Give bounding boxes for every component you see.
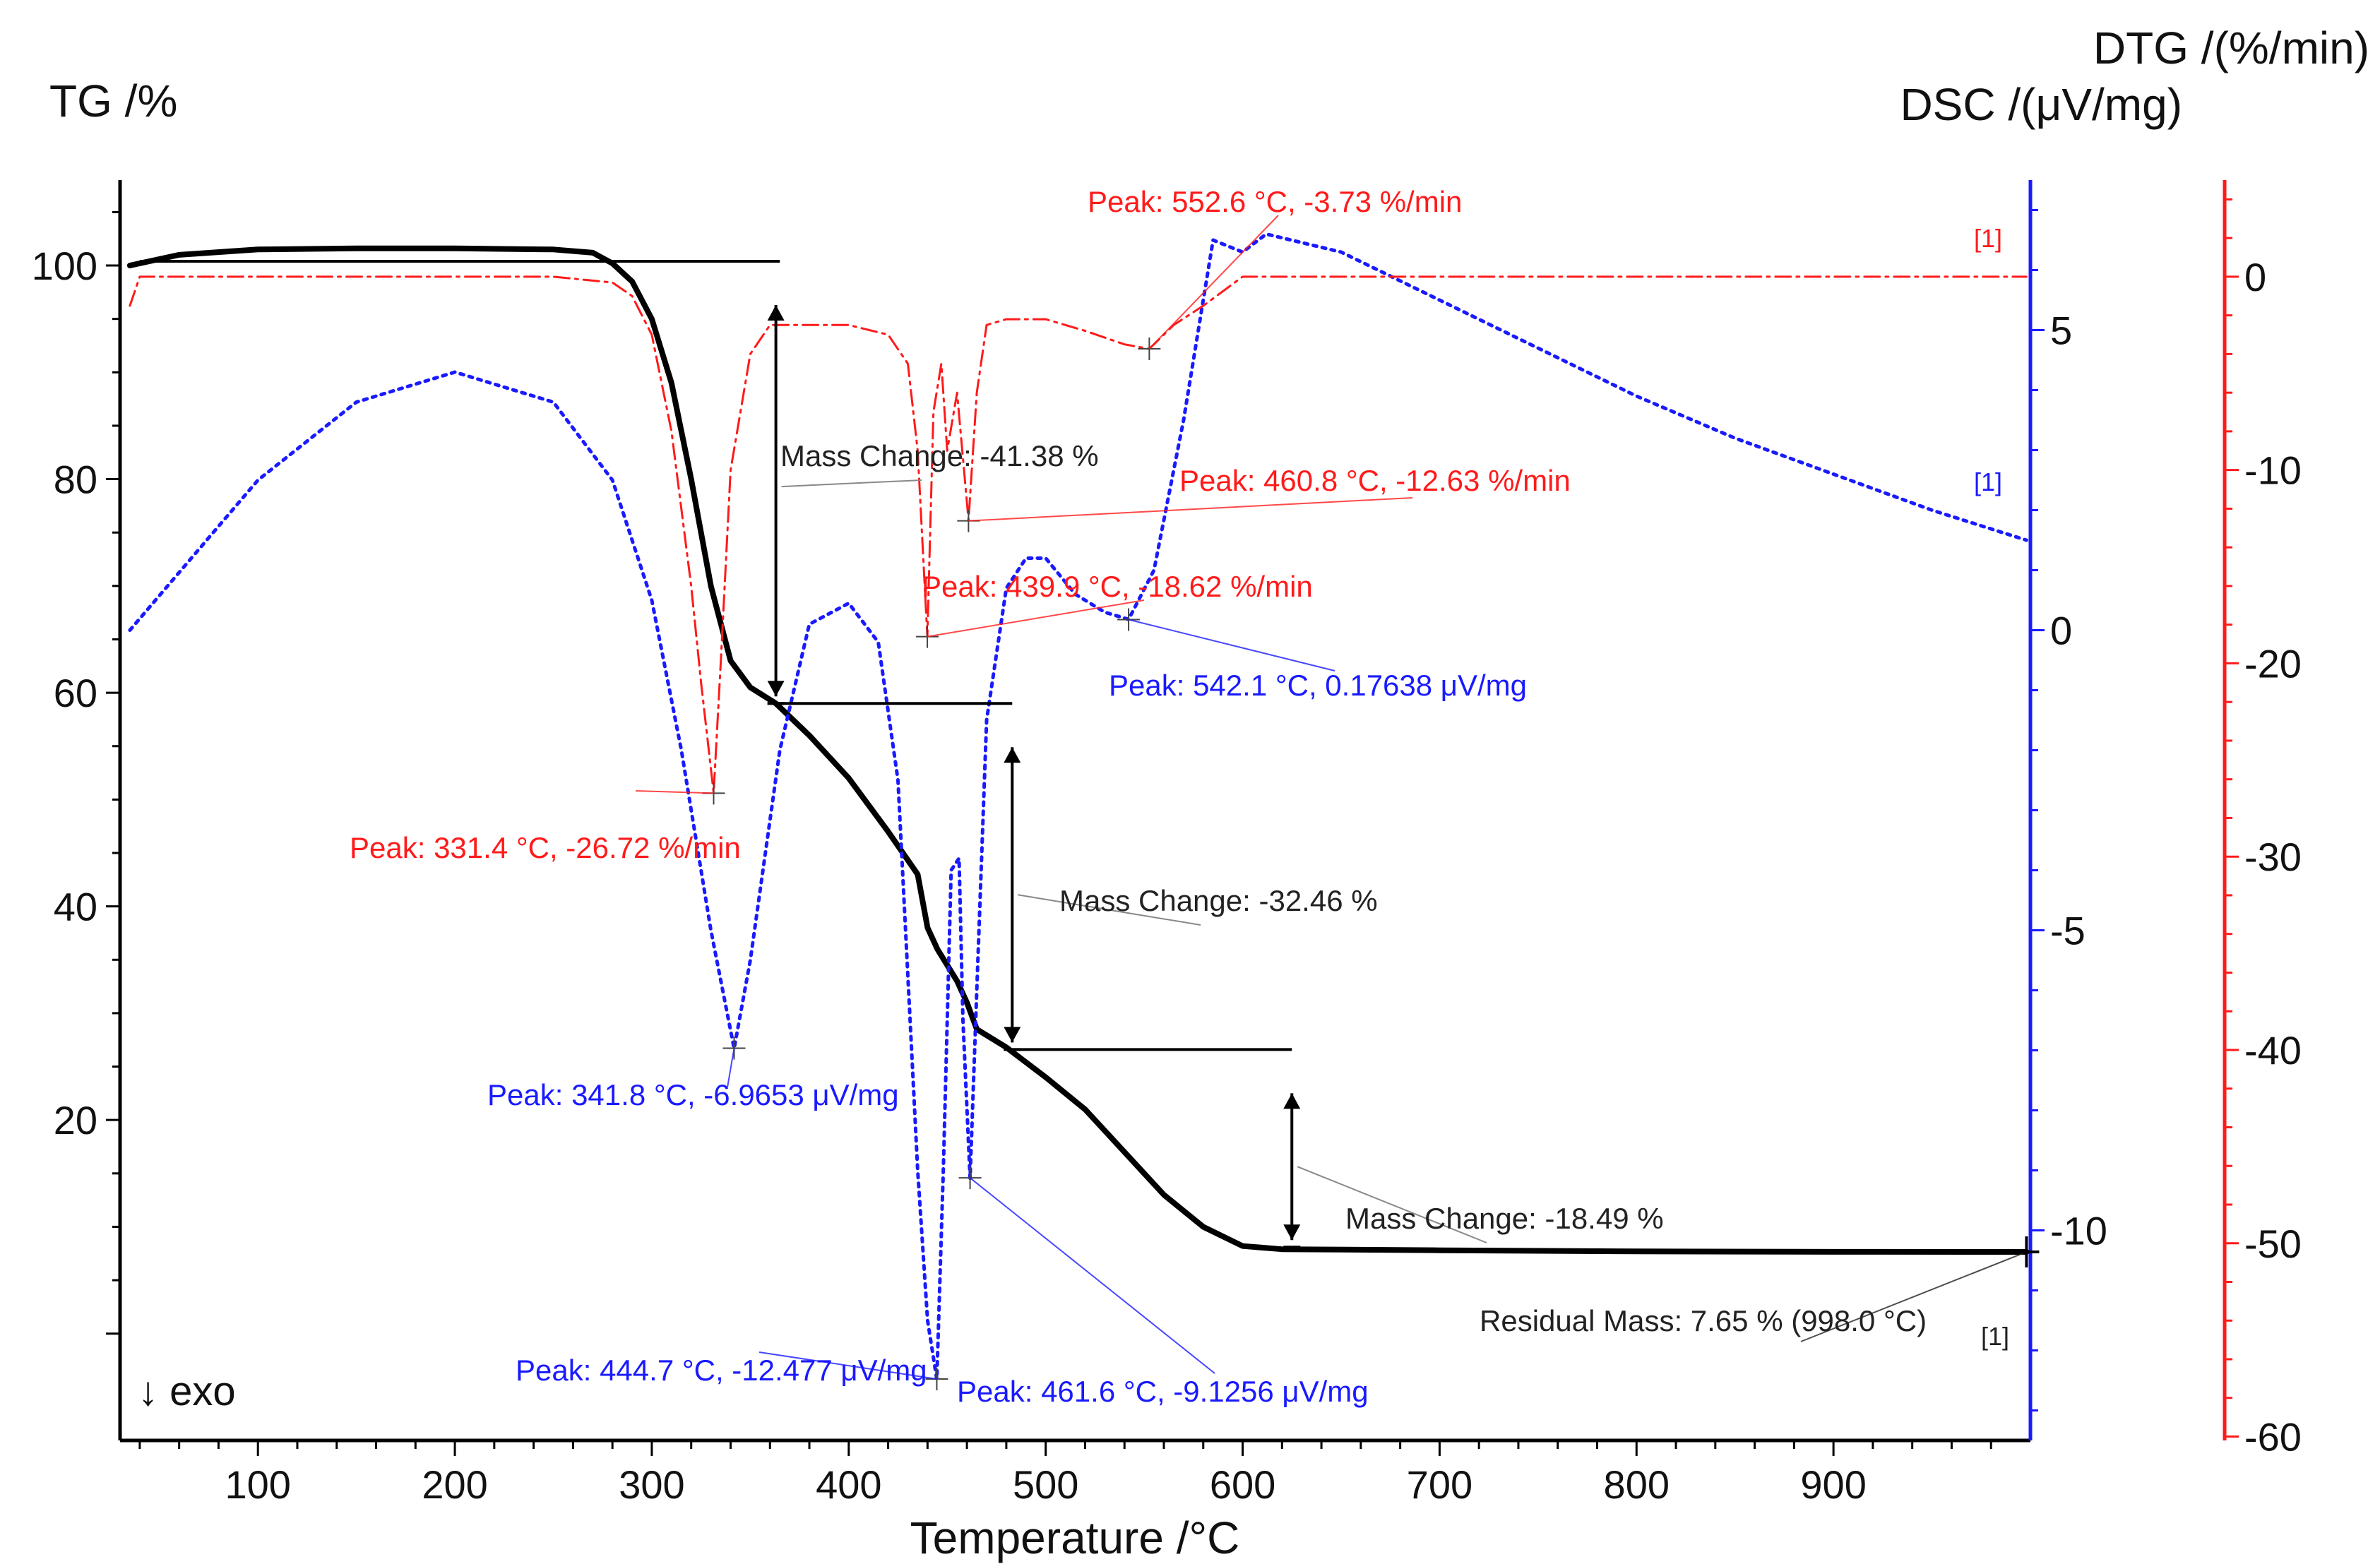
tg-tick-label: 100 bbox=[32, 244, 97, 288]
mass-change-markers: Mass Change: -41.38 % Mass Change: -32.46… bbox=[139, 259, 1664, 1249]
tg-tick-label: 60 bbox=[54, 671, 97, 715]
dsc-axis-title: DSC /(μV/mg) bbox=[1900, 79, 2182, 130]
peak-label: Peak: 552.6 °C, -3.73 %/min bbox=[1088, 185, 1462, 218]
dtg-tick-label: -40 bbox=[2244, 1028, 2302, 1073]
peak-leader bbox=[969, 1177, 1215, 1374]
series-lines bbox=[126, 232, 2030, 1381]
mass-change-leader bbox=[781, 479, 922, 488]
tg-tick-label: 40 bbox=[54, 885, 97, 929]
mass-change-leader bbox=[1297, 1166, 1487, 1243]
dtg-tick-label: -10 bbox=[2244, 448, 2302, 493]
annotations: Peak: 552.6 °C, -3.73 %/min Peak: 460.8 °… bbox=[350, 185, 2040, 1408]
x-tick-label: 900 bbox=[1800, 1462, 1866, 1507]
series-dtg-line bbox=[129, 275, 2028, 794]
peak-label: Peak: 439.9 °C, -18.62 %/min bbox=[922, 570, 1313, 603]
dtg-axis-title: DTG /(%/min) bbox=[2093, 23, 2369, 73]
x-tick-label: 700 bbox=[1407, 1462, 1472, 1507]
tg-axis-title: TG /% bbox=[49, 76, 177, 126]
mass-change-arrow-head bbox=[1283, 1224, 1301, 1241]
series-tag: [1] bbox=[1974, 224, 2002, 253]
mass-change-label: Mass Change: -18.49 % bbox=[1345, 1202, 1664, 1235]
x-tick-label: 400 bbox=[816, 1462, 881, 1507]
x-axis-title: Temperature /°C bbox=[910, 1512, 1240, 1563]
mass-change-arrow-head bbox=[767, 681, 785, 697]
mass-change-arrow-head bbox=[767, 304, 785, 321]
peak-leader bbox=[635, 790, 714, 794]
dsc-tick-label: 0 bbox=[2050, 609, 2072, 653]
peak-leader bbox=[1128, 619, 1335, 671]
mass-change-arrow-head bbox=[1004, 1027, 1021, 1043]
series-tag: [1] bbox=[1981, 1322, 2009, 1351]
exo-label: ↓ exo bbox=[138, 1368, 236, 1414]
dsc-tick-label: 5 bbox=[2050, 309, 2072, 353]
peak-leader bbox=[968, 497, 1413, 522]
mass-change-arrow-head bbox=[1004, 747, 1021, 763]
dtg-tick-label: 0 bbox=[2244, 255, 2266, 299]
peak-label: Residual Mass: 7.65 % (998.0 °C) bbox=[1480, 1304, 1927, 1337]
x-tick-label: 500 bbox=[1013, 1462, 1078, 1507]
dsc-tick-label: -5 bbox=[2050, 909, 2086, 953]
tg-tick-label: 80 bbox=[54, 458, 97, 502]
peak-leader bbox=[727, 1048, 735, 1088]
peak-label: Peak: 341.8 °C, -6.9653 μV/mg bbox=[487, 1078, 899, 1111]
peak-label: Peak: 542.1 °C, 0.17638 μV/mg bbox=[1109, 669, 1527, 702]
peak-label: Peak: 461.6 °C, -9.1256 μV/mg bbox=[957, 1375, 1369, 1408]
tg-tick-label: 20 bbox=[54, 1098, 97, 1142]
x-tick-label: 800 bbox=[1604, 1462, 1670, 1507]
x-tick-label: 300 bbox=[619, 1462, 684, 1507]
series-tag: [1] bbox=[1974, 467, 2002, 496]
series-tg-line bbox=[126, 245, 2030, 1255]
x-tick-label: 600 bbox=[1210, 1462, 1275, 1507]
axes: 100 200 300 400 500 600 700 800 9002040608010050… bbox=[32, 180, 2302, 1507]
x-tick-label: 100 bbox=[225, 1462, 290, 1507]
series-dsc-line bbox=[128, 232, 2028, 1381]
peak-label: Peak: 444.7 °C, -12.477 μV/mg bbox=[516, 1354, 927, 1387]
mass-change-label: Mass Change: -41.38 % bbox=[780, 439, 1099, 472]
dtg-tick-label: -20 bbox=[2244, 641, 2302, 686]
dsc-tick-label: -10 bbox=[2050, 1209, 2107, 1253]
mass-change-arrow-head bbox=[1283, 1093, 1301, 1109]
dtg-tick-label: -60 bbox=[2244, 1415, 2302, 1459]
dtg-tick-label: -50 bbox=[2244, 1222, 2302, 1266]
mass-change-leader bbox=[1018, 894, 1201, 926]
peak-leader bbox=[927, 599, 1145, 638]
peak-leader bbox=[758, 1351, 937, 1380]
peak-label: Peak: 331.4 °C, -26.72 %/min bbox=[350, 831, 741, 864]
peak-leader bbox=[1800, 1251, 2027, 1342]
mass-change-label: Mass Change: -32.46 % bbox=[1059, 884, 1378, 917]
peak-label: Peak: 460.8 °C, -12.63 %/min bbox=[1179, 464, 1571, 497]
x-tick-label: 200 bbox=[422, 1462, 487, 1507]
peak-leader bbox=[1148, 215, 1279, 350]
dtg-tick-label: -30 bbox=[2244, 835, 2302, 879]
